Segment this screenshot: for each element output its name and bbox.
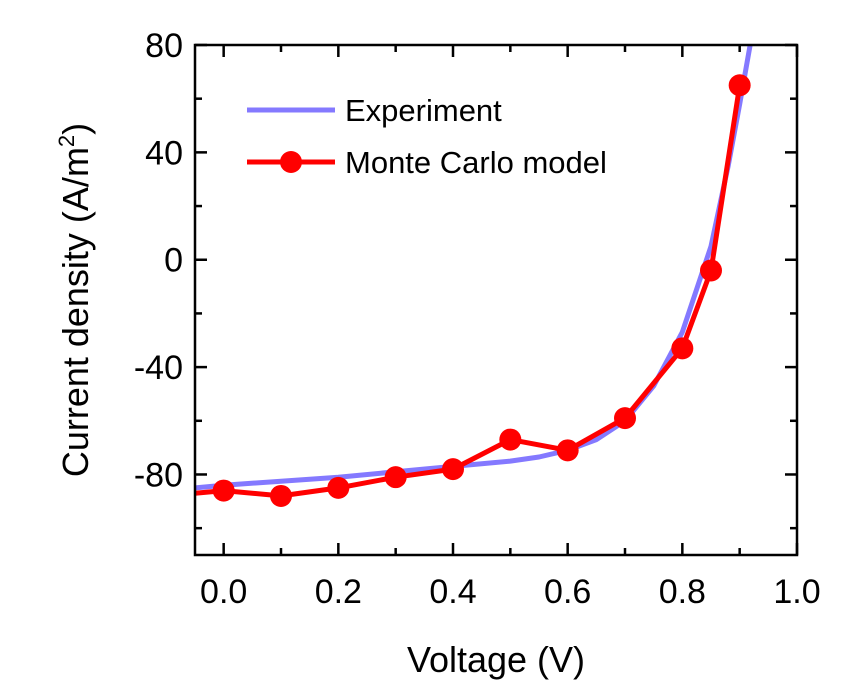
y-axis-title-main: Current density (A/m [55,147,96,477]
x-tick-label: 0.0 [200,573,247,611]
data-point-monte-carlo [499,428,522,451]
axis-ticks [195,43,799,555]
data-point-monte-carlo [700,259,722,282]
y-tick-label: 40 [145,134,183,172]
y-axis-title: Current density (A/m2) [54,123,96,477]
y-tick-label: 80 [145,27,183,65]
axis-tick-labels: 0.0 0.2 0.4 0.6 0.8 1.0 -80 -40 0 40 80 [134,27,821,611]
y-axis-title-suffix: ) [55,123,96,135]
x-axis-title: Voltage (V) [407,639,585,680]
data-point-monte-carlo [212,479,235,502]
data-point-monte-carlo [671,337,694,360]
legend: Experiment Monte Carlo model [247,93,607,180]
x-tick-label: 1.0 [773,573,820,611]
x-tick-label: 0.4 [429,573,476,611]
legend-marker-monte-carlo [280,151,302,173]
data-point-monte-carlo [270,484,292,507]
series-layer [195,45,753,507]
x-tick-label: 0.8 [659,573,706,611]
y-tick-label: -40 [134,349,183,387]
data-point-monte-carlo [728,74,751,97]
data-point-monte-carlo [384,466,407,489]
plot-area-frame [193,43,799,557]
y-tick-label: 0 [164,242,183,280]
legend-label-monte-carlo: Monte Carlo model [345,145,607,180]
data-point-monte-carlo [614,407,636,430]
x-tick-label: 0.6 [544,573,591,611]
data-point-monte-carlo [556,439,579,462]
legend-label-experiment: Experiment [345,93,502,128]
data-point-monte-carlo [442,458,464,481]
y-axis-title-superscript: 2 [54,135,79,147]
x-tick-label: 0.2 [315,573,362,611]
data-point-monte-carlo [327,476,350,499]
y-tick-label: -80 [134,456,183,494]
